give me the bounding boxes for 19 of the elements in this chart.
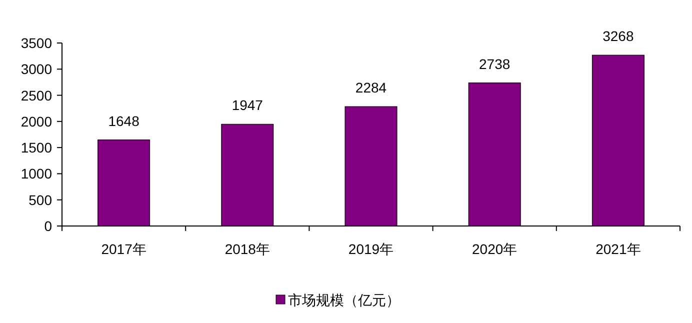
y-tick-label: 1000 xyxy=(20,166,52,182)
x-tick-label: 2019年 xyxy=(348,241,394,257)
data-label: 1648 xyxy=(108,112,140,129)
y-tick-label: 2000 xyxy=(20,113,52,130)
data-label: 1947 xyxy=(232,97,264,114)
y-tick-label: 2500 xyxy=(20,87,52,104)
x-tick-label: 2017年 xyxy=(101,241,146,257)
y-tick-label: 0 xyxy=(44,218,52,234)
legend-label: 市场规模（亿元） xyxy=(288,292,400,308)
x-tick-label: 2021年 xyxy=(596,241,641,257)
x-tick-label: 2018年 xyxy=(224,241,270,257)
y-tick-label: 3500 xyxy=(20,35,52,51)
x-tick-label: 2020年 xyxy=(472,241,518,257)
y-tick-label: 1500 xyxy=(20,140,52,156)
y-tick-label: 500 xyxy=(28,192,52,208)
y-tick-label: 3000 xyxy=(20,61,52,78)
data-label: 3268 xyxy=(602,28,634,44)
data-label: 2284 xyxy=(355,80,387,96)
data-label: 2738 xyxy=(479,56,510,72)
